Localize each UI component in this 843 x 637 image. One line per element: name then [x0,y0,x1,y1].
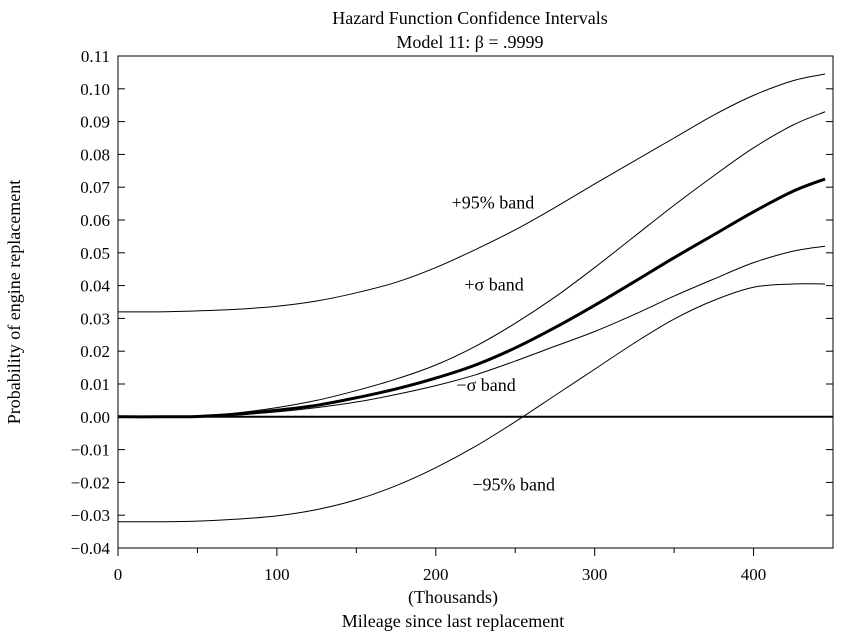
y-tick-label: 0.07 [80,178,110,197]
x-axis-ticks: 0 100 200 300 400 [114,548,767,584]
chart-title: Hazard Function Confidence Intervals [332,8,607,28]
y-tick-label: 0.06 [80,211,110,230]
y-tick-label: 0.02 [80,342,110,361]
y-tick-label: 0.03 [80,309,110,328]
y-tick-label: 0.05 [80,244,110,263]
y-tick-label: 0.00 [80,408,110,427]
x-tick-label: 0 [114,565,123,584]
y-tick-label: −0.04 [71,539,111,558]
y-tick-label: 0.09 [80,113,110,132]
x-tick-label: 200 [423,565,449,584]
y-tick-label: 0.08 [80,145,110,164]
x-axis-label: Mileage since last replacement [342,611,564,631]
y-tick-label: 0.11 [81,47,110,66]
y-tick-label: 0.01 [80,375,110,394]
series-line-upper_sigma [118,112,825,417]
x-tick-label: 100 [264,565,290,584]
x-tick-label: 400 [741,565,767,584]
y-axis-label: Probability of engine replacement [4,180,24,424]
y-tick-label: 0.04 [80,277,110,296]
band-label: −95% band [472,475,555,495]
y-tick-label: 0.10 [80,80,110,99]
x-tick-label: 300 [582,565,608,584]
chart-subtitle: Model 11: β = .9999 [396,32,543,52]
series-curves [118,74,833,522]
band-label: −σ band [456,375,515,395]
x-axis-label-unit: (Thousands) [408,587,498,608]
band-annotations: +95% band +σ band −σ band −95% band [452,193,555,495]
y-tick-label: −0.01 [71,441,110,460]
y-tick-label: −0.02 [71,473,110,492]
band-label: +95% band [452,193,535,213]
y-tick-label: −0.03 [71,506,110,525]
band-label: +σ band [464,275,523,295]
y-axis-ticks: −0.04 −0.03 −0.02 −0.01 0.00 0.01 0.02 0.03 0.04… [71,47,833,558]
